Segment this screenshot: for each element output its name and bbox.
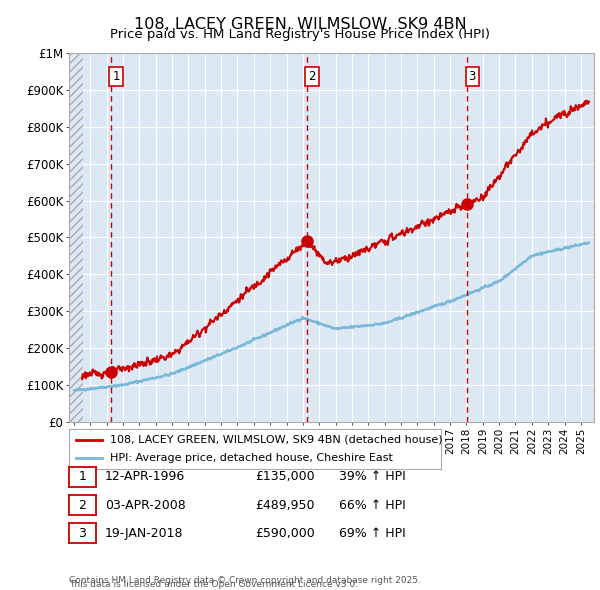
Text: 3: 3: [469, 70, 476, 83]
Text: £135,000: £135,000: [255, 470, 314, 483]
Text: 108, LACEY GREEN, WILMSLOW, SK9 4BN: 108, LACEY GREEN, WILMSLOW, SK9 4BN: [134, 17, 466, 31]
Text: 1: 1: [79, 470, 86, 483]
Text: 69% ↑ HPI: 69% ↑ HPI: [339, 527, 406, 540]
Text: 66% ↑ HPI: 66% ↑ HPI: [339, 499, 406, 512]
Text: HPI: Average price, detached house, Cheshire East: HPI: Average price, detached house, Ches…: [110, 453, 393, 463]
Text: 19-JAN-2018: 19-JAN-2018: [105, 527, 184, 540]
Text: 2: 2: [79, 499, 86, 512]
Text: Price paid vs. HM Land Registry's House Price Index (HPI): Price paid vs. HM Land Registry's House …: [110, 28, 490, 41]
Text: 03-APR-2008: 03-APR-2008: [105, 499, 186, 512]
Text: £590,000: £590,000: [255, 527, 315, 540]
Text: 39% ↑ HPI: 39% ↑ HPI: [339, 470, 406, 483]
Bar: [69, 53, 83, 422]
Text: 2: 2: [308, 70, 316, 83]
Text: This data is licensed under the Open Government Licence v3.0.: This data is licensed under the Open Gov…: [69, 581, 358, 589]
Text: 108, LACEY GREEN, WILMSLOW, SK9 4BN (detached house): 108, LACEY GREEN, WILMSLOW, SK9 4BN (det…: [110, 435, 443, 445]
Text: 12-APR-1996: 12-APR-1996: [105, 470, 185, 483]
Text: £489,950: £489,950: [255, 499, 314, 512]
Text: 1: 1: [112, 70, 120, 83]
Text: Contains HM Land Registry data © Crown copyright and database right 2025.: Contains HM Land Registry data © Crown c…: [69, 576, 421, 585]
Text: 3: 3: [79, 527, 86, 540]
